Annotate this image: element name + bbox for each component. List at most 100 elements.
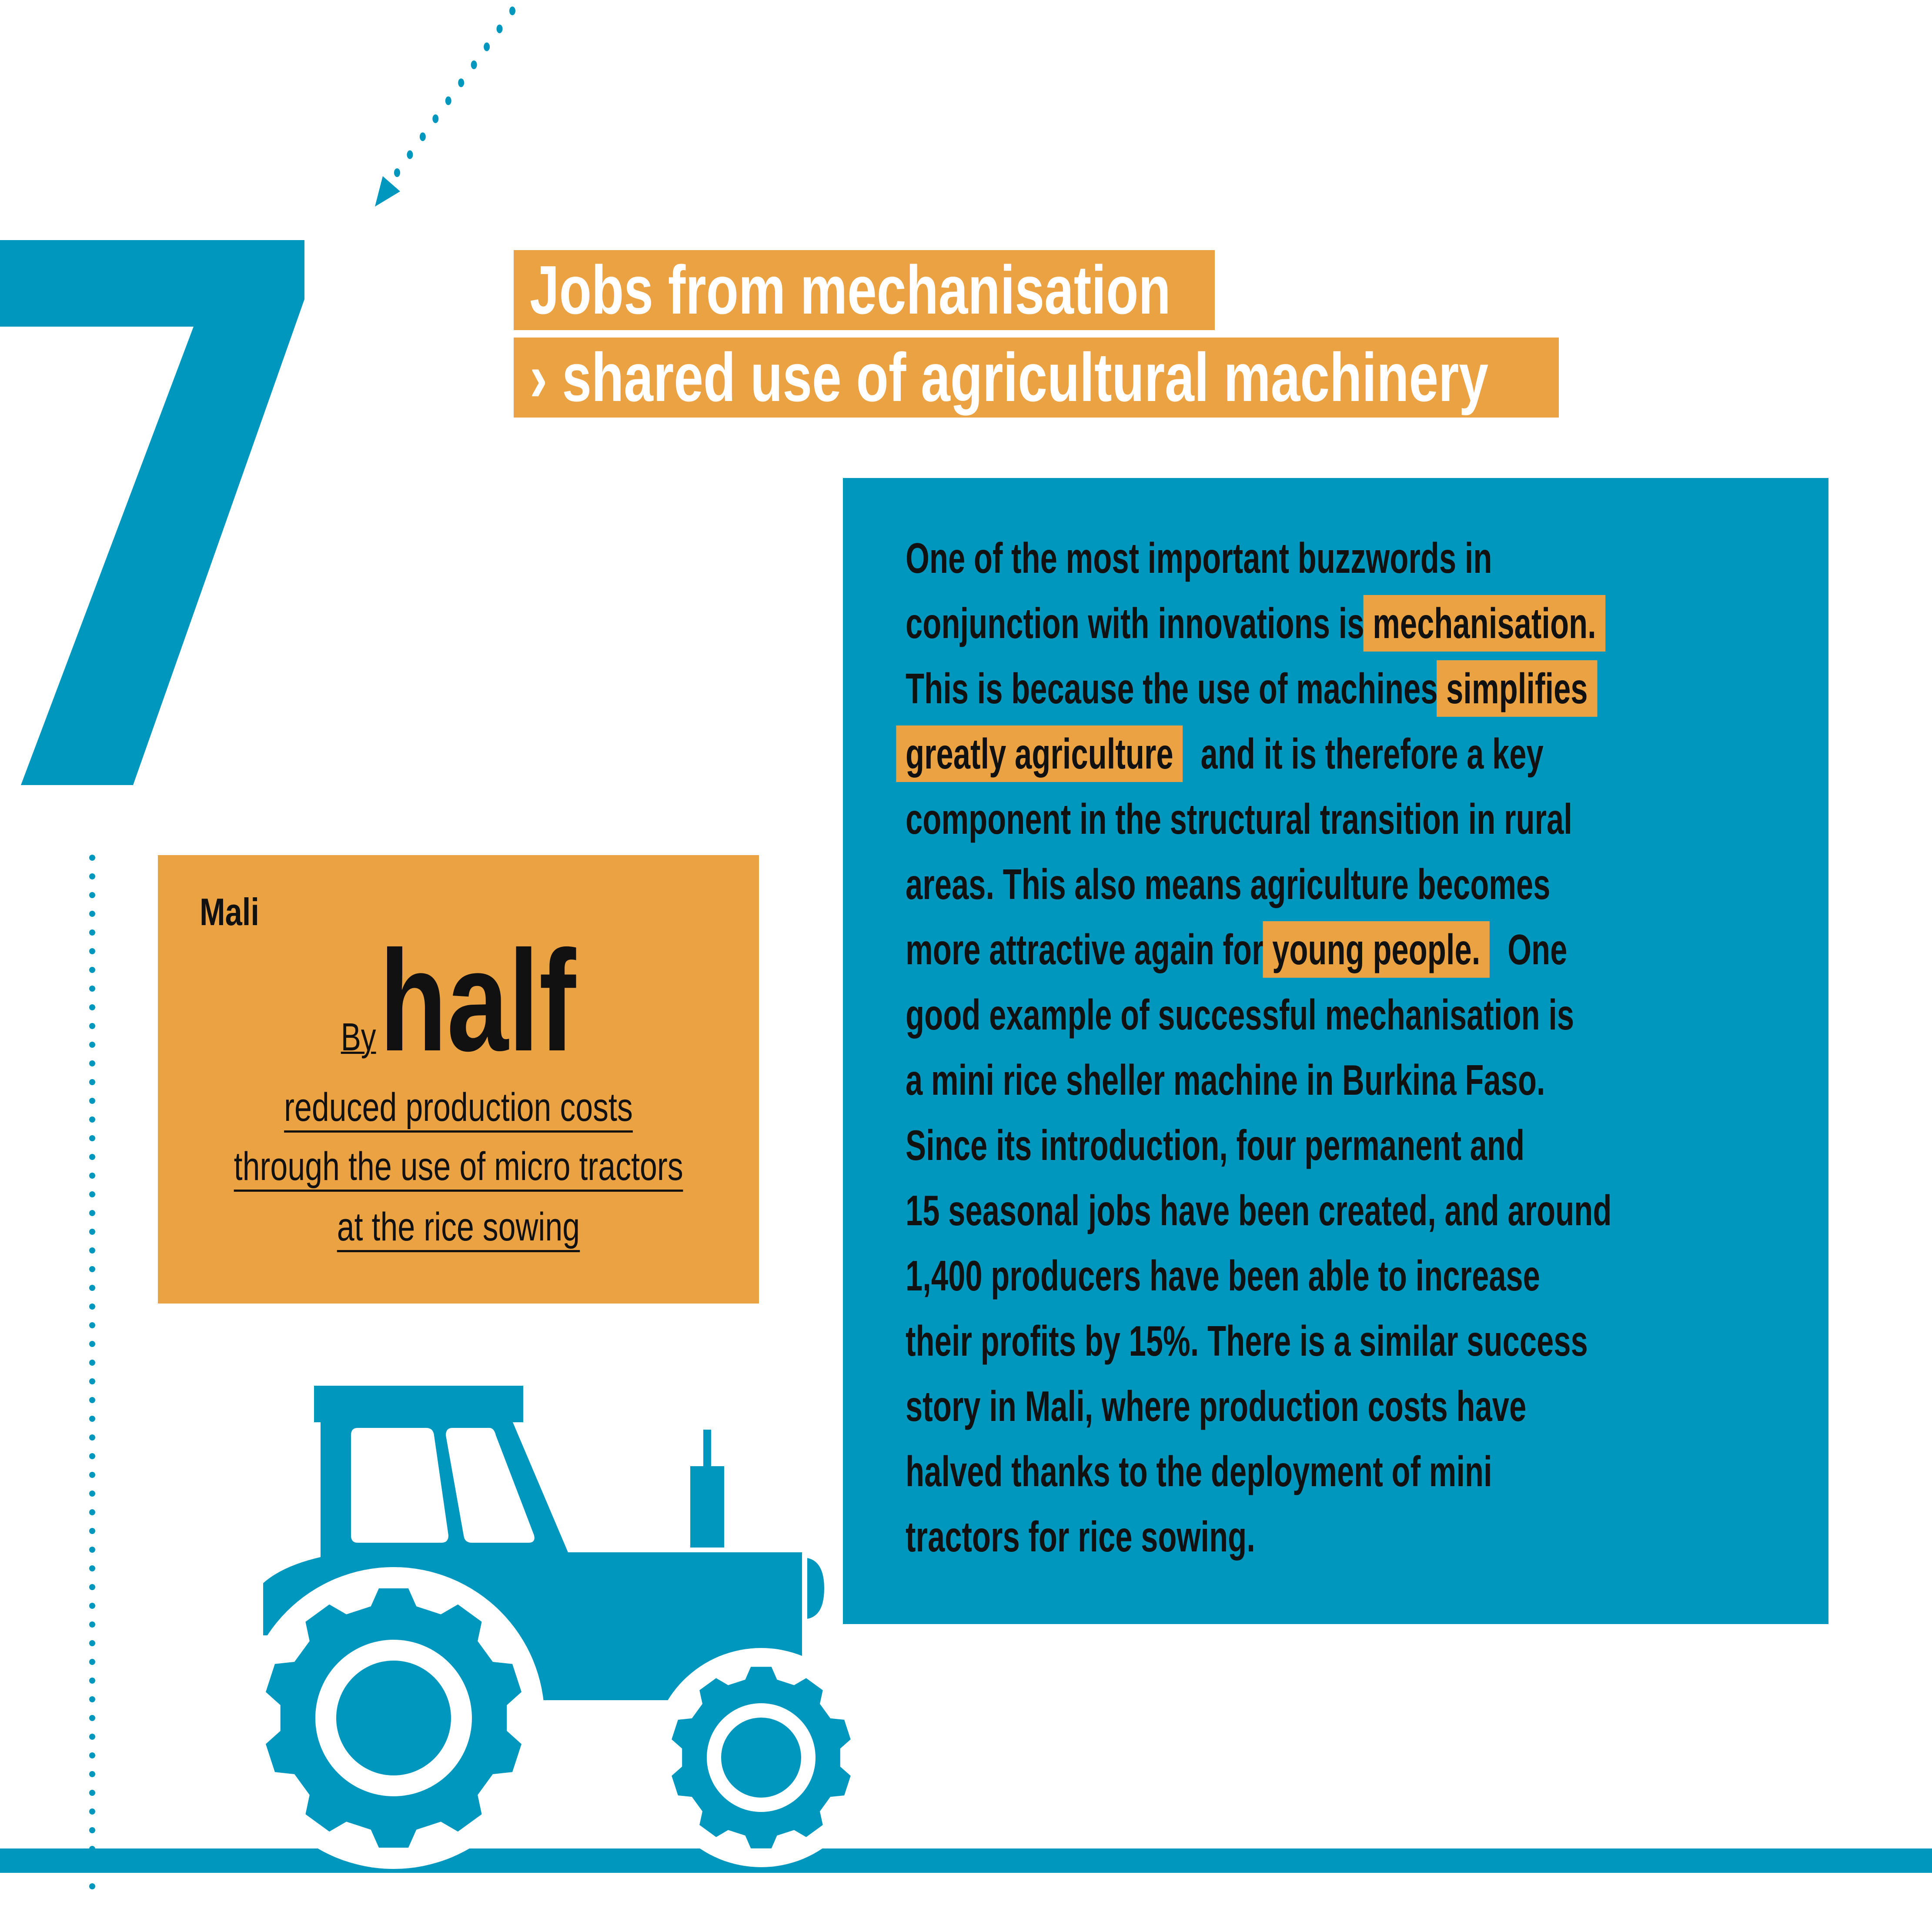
dot [89, 1565, 95, 1571]
dot [89, 1397, 95, 1403]
dot [89, 911, 95, 917]
dot [89, 1154, 95, 1160]
arrow-dot [432, 114, 439, 123]
stat-country: Mali [200, 890, 259, 933]
dot [89, 1360, 95, 1366]
title-line-1-box: Jobs from mechanisation [514, 250, 1215, 330]
highlighted-phrase: greatly agriculture [896, 725, 1183, 782]
arrow-dot [407, 150, 413, 159]
dot [89, 1528, 95, 1534]
body-line: areas. This also means agriculture becom… [906, 852, 1611, 917]
dot [89, 1696, 95, 1702]
stat-headline: Byhalf [158, 929, 759, 1073]
body-text-panel [843, 478, 1828, 1624]
dot [89, 1453, 95, 1459]
body-line: This is because the use of machines simp… [906, 656, 1611, 721]
dot [89, 1472, 95, 1478]
stat-description-line: reduced production costs [158, 1081, 759, 1133]
dot [89, 1210, 95, 1216]
dotted-arrow-icon [375, 7, 515, 207]
page-subtitle: › shared use of agricultural machinery [530, 339, 1489, 416]
dot [89, 1004, 95, 1010]
dot [89, 855, 95, 861]
page-title: Jobs from mechanisation [530, 252, 1171, 328]
dot [89, 1060, 95, 1066]
dot [89, 986, 95, 992]
dot [89, 1079, 95, 1085]
arrow-dot [484, 42, 490, 51]
dot [89, 1883, 95, 1889]
stat-value: half [379, 920, 576, 1081]
body-line: a mini rice sheller machine in Burkina F… [906, 1047, 1611, 1113]
body-line: Since its introduction, four permanent a… [906, 1113, 1611, 1178]
dot [89, 1322, 95, 1328]
body-text-segment: and it is therefore a key [1192, 730, 1544, 778]
dot [89, 892, 95, 898]
dot [89, 929, 95, 936]
vertical-dotted-line [89, 855, 95, 1889]
body-text-segment: story in Mali, where production costs ha… [906, 1382, 1527, 1430]
body-text-segment: component in the structural transition i… [906, 795, 1572, 843]
body-text-segment: good example of successful mechanisation… [906, 991, 1574, 1039]
section-number-seven [0, 240, 304, 785]
dot [89, 1173, 95, 1179]
body-text-segment: areas. This also means agriculture becom… [906, 860, 1551, 908]
dot [89, 1715, 95, 1721]
dot [89, 1191, 95, 1197]
body-line: halved thanks to the deployment of mini [906, 1439, 1611, 1504]
body-line: their profits by 15%. There is a similar… [906, 1308, 1611, 1374]
dot [89, 1621, 95, 1628]
dot [89, 1266, 95, 1272]
highlighted-phrase: simplifies [1437, 660, 1598, 717]
body-line: good example of successful mechanisation… [906, 982, 1611, 1047]
dot [89, 1734, 95, 1740]
title-line-2-box: › shared use of agricultural machinery [514, 338, 1559, 418]
dot [89, 1098, 95, 1104]
stat-line-text: through the use of micro tractors [234, 1144, 683, 1192]
dot [89, 1808, 95, 1815]
dot [89, 1285, 95, 1291]
body-text-segment: One [1499, 926, 1568, 973]
arrow-dot [394, 168, 400, 177]
body-text-segment: more attractive again for [906, 926, 1273, 973]
arrow-dot [496, 24, 503, 33]
dot [89, 1341, 95, 1347]
body-line: 1,400 producers have been able to increa… [906, 1243, 1611, 1308]
dot [89, 1491, 95, 1497]
body-text-segment: 1,400 producers have been able to increa… [906, 1252, 1540, 1300]
dot [89, 1116, 95, 1123]
stat-description-line: through the use of micro tractors [158, 1140, 759, 1193]
dot [89, 1547, 95, 1553]
body-line: more attractive again for young people. … [906, 917, 1611, 982]
body-text-segment: a mini rice sheller machine in Burkina F… [906, 1056, 1545, 1104]
tractor-icon [243, 1386, 871, 1869]
dot [89, 1042, 95, 1048]
body-text-segment: 15 seasonal jobs have been created, and … [906, 1187, 1612, 1234]
dot [89, 1659, 95, 1665]
ground-line [0, 1848, 1932, 1873]
body-text-segment: halved thanks to the deployment of mini [906, 1447, 1492, 1495]
dot [89, 1603, 95, 1609]
arrow-dot [471, 60, 477, 69]
dot [89, 948, 95, 954]
stat-line-text: reduced production costs [284, 1085, 633, 1133]
arrow-dot [445, 96, 451, 105]
body-text-segment: their profits by 15%. There is a similar… [906, 1317, 1588, 1365]
dot [89, 1416, 95, 1422]
dot [89, 1229, 95, 1235]
dot [89, 1790, 95, 1796]
stat-prefix: By [341, 1016, 376, 1059]
dot [89, 967, 95, 973]
highlighted-phrase: mechanisation. [1363, 595, 1606, 652]
dot [89, 1678, 95, 1684]
body-text-segment: Since its introduction, four permanent a… [906, 1121, 1525, 1169]
arrow-dot [509, 7, 515, 15]
body-text-segment: tractors for rice sowing. [906, 1513, 1255, 1561]
body-text: One of the most important buzzwords in co… [896, 525, 1886, 1569]
stat-line-text: at the rice sowing [337, 1204, 580, 1252]
body-line: greatly agriculture and it is therefore … [896, 721, 1611, 786]
stat-card: Mali Byhalf reduced production costs thr… [158, 855, 759, 1304]
dot [89, 1771, 95, 1777]
body-text-segment: conjunction with innovations is [906, 599, 1373, 647]
body-line: tractors for rice sowing. [906, 1504, 1611, 1569]
